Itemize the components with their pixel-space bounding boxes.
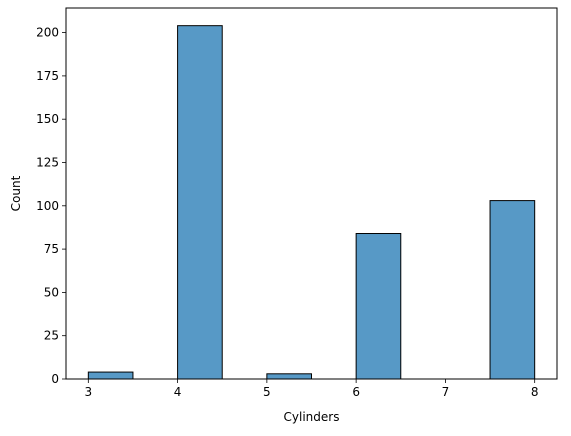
x-tick-label: 4 — [174, 385, 182, 399]
histogram-bar — [355, 233, 402, 380]
y-tick-label: 200 — [36, 26, 59, 40]
histogram-bar — [87, 371, 134, 380]
histogram-bar — [266, 373, 313, 380]
y-axis: 0 25 50 75 100 125 150 175 200 — [36, 26, 66, 386]
x-tick-label: 6 — [352, 385, 360, 399]
y-tick-label: 125 — [36, 155, 59, 169]
x-axis: 3 4 5 6 7 8 — [84, 379, 539, 399]
plot-frame — [65, 7, 558, 380]
y-axis-label: Count — [9, 175, 23, 211]
y-tick-label: 75 — [44, 242, 59, 256]
x-axis-label: Cylinders — [284, 410, 340, 424]
histogram-bar — [177, 25, 223, 380]
y-tick-label: 25 — [44, 329, 59, 343]
y-tick-label: 50 — [44, 285, 59, 299]
x-tick-label: 7 — [442, 385, 450, 399]
y-tick-label: 100 — [36, 199, 59, 213]
y-tick-label: 175 — [36, 69, 59, 83]
x-tick-label: 8 — [531, 385, 539, 399]
x-tick-label: 5 — [263, 385, 271, 399]
x-tick-label: 3 — [84, 385, 92, 399]
y-tick-label: 150 — [36, 112, 59, 126]
bars-group — [87, 25, 536, 380]
histogram-bar — [489, 200, 536, 380]
y-tick-label: 0 — [51, 372, 59, 386]
